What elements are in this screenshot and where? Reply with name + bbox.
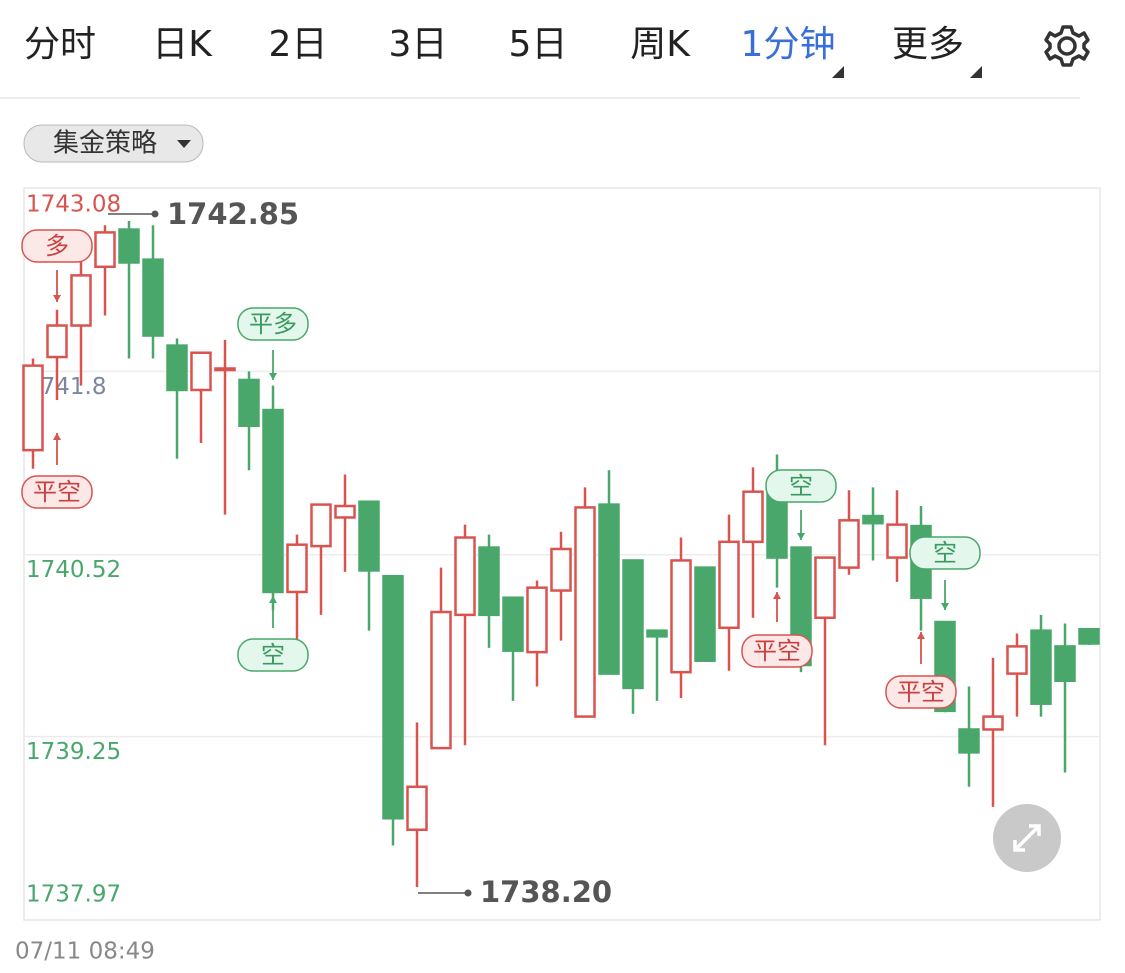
strategy-dropdown[interactable]	[23, 124, 204, 163]
signal-badge	[909, 536, 981, 570]
timestamp: 07/11 08:49	[15, 939, 155, 965]
signal-badge	[885, 675, 957, 709]
min-label: 1738.20	[480, 875, 612, 909]
candle-body	[862, 514, 884, 525]
candle-body	[142, 258, 164, 337]
signal-arrowhead	[269, 596, 277, 603]
y-tick-label: 1739.25	[26, 739, 121, 765]
signal-arrowhead	[797, 533, 805, 540]
candle-body	[334, 504, 356, 519]
max-dot	[151, 210, 159, 218]
settings-icon[interactable]	[1044, 25, 1090, 67]
tab[interactable]: 2日	[269, 24, 328, 65]
signal-label: 空	[261, 641, 285, 669]
expand-button[interactable]	[993, 804, 1061, 872]
candle-body	[574, 506, 596, 718]
tab-caret	[832, 66, 844, 78]
candle-body	[46, 324, 68, 359]
candle-body	[166, 344, 188, 392]
tab[interactable]: 周K	[630, 24, 691, 65]
tab[interactable]: 更多	[892, 24, 964, 65]
candle-body	[70, 274, 92, 327]
signal-badge	[237, 638, 309, 672]
tab[interactable]: 5日	[509, 24, 568, 65]
candle-body	[478, 546, 500, 617]
tab[interactable]: 日K	[152, 24, 213, 65]
signal-arrowhead	[53, 295, 61, 302]
candle-body	[958, 728, 980, 754]
candle-body	[454, 536, 476, 617]
signal-label: 平空	[33, 478, 81, 506]
candle-body	[598, 503, 620, 675]
signal-badge	[21, 475, 93, 509]
signal-arrowhead	[917, 632, 925, 639]
signal-label: 多	[45, 232, 69, 260]
signal-label: 空	[933, 539, 957, 567]
candle-body	[1030, 629, 1052, 705]
signal-badge	[741, 634, 813, 668]
dropdown-label: 集金策略	[53, 129, 157, 159]
candle-body	[1006, 645, 1028, 675]
candle-body	[238, 378, 260, 428]
signal-label: 空	[789, 472, 813, 500]
candle-body	[502, 596, 524, 652]
tab[interactable]: 分时	[24, 24, 96, 65]
candle-body	[214, 367, 236, 372]
tab-caret	[970, 66, 982, 78]
candle-body	[838, 519, 860, 569]
signal-arrowhead	[269, 373, 277, 380]
signal-label: 平空	[753, 637, 801, 665]
candle-body	[310, 503, 332, 548]
candle-body	[406, 785, 428, 832]
y-tick-label: 1737.97	[26, 882, 121, 908]
candle-body	[886, 523, 908, 559]
signal-badge	[765, 469, 837, 503]
signal-badge	[21, 229, 93, 263]
candle-body	[382, 574, 404, 820]
candle-body	[982, 715, 1004, 731]
candle-body	[1054, 645, 1076, 683]
signal-arrowhead	[53, 433, 61, 440]
signal-label: 平多	[249, 310, 297, 338]
signal-arrowhead	[773, 592, 781, 599]
y-tick-label: 1740.52	[26, 557, 121, 583]
candle-body	[190, 351, 212, 392]
signal-label: 平空	[897, 678, 945, 706]
chart: 1743.081741.81740.521739.251737.971742.8…	[21, 192, 1100, 909]
max-label: 1742.85	[167, 197, 299, 231]
candle-body	[286, 543, 308, 594]
candle-body	[670, 559, 692, 674]
candle-body	[118, 228, 140, 264]
tab-active[interactable]: 1分钟	[741, 24, 836, 65]
candle-body	[22, 364, 44, 452]
signal-arrowhead	[941, 603, 949, 610]
candle-body	[742, 490, 764, 544]
candle-body	[430, 610, 452, 750]
min-dot	[464, 889, 472, 897]
candle-body	[622, 559, 644, 690]
candle-body	[646, 629, 668, 638]
tab[interactable]: 3日	[389, 24, 448, 65]
candle-body	[94, 231, 116, 269]
candle-body	[694, 566, 716, 662]
candle-body	[718, 540, 740, 630]
candle-body	[262, 408, 284, 594]
candle-body	[526, 586, 548, 654]
signal-badge	[237, 307, 309, 341]
candle-body	[358, 500, 380, 572]
dropdown-caret	[177, 140, 191, 148]
candle-body	[1078, 627, 1100, 645]
candle-body	[814, 556, 836, 619]
y-tick-label: 1743.08	[26, 192, 121, 218]
candle-body	[550, 547, 572, 592]
